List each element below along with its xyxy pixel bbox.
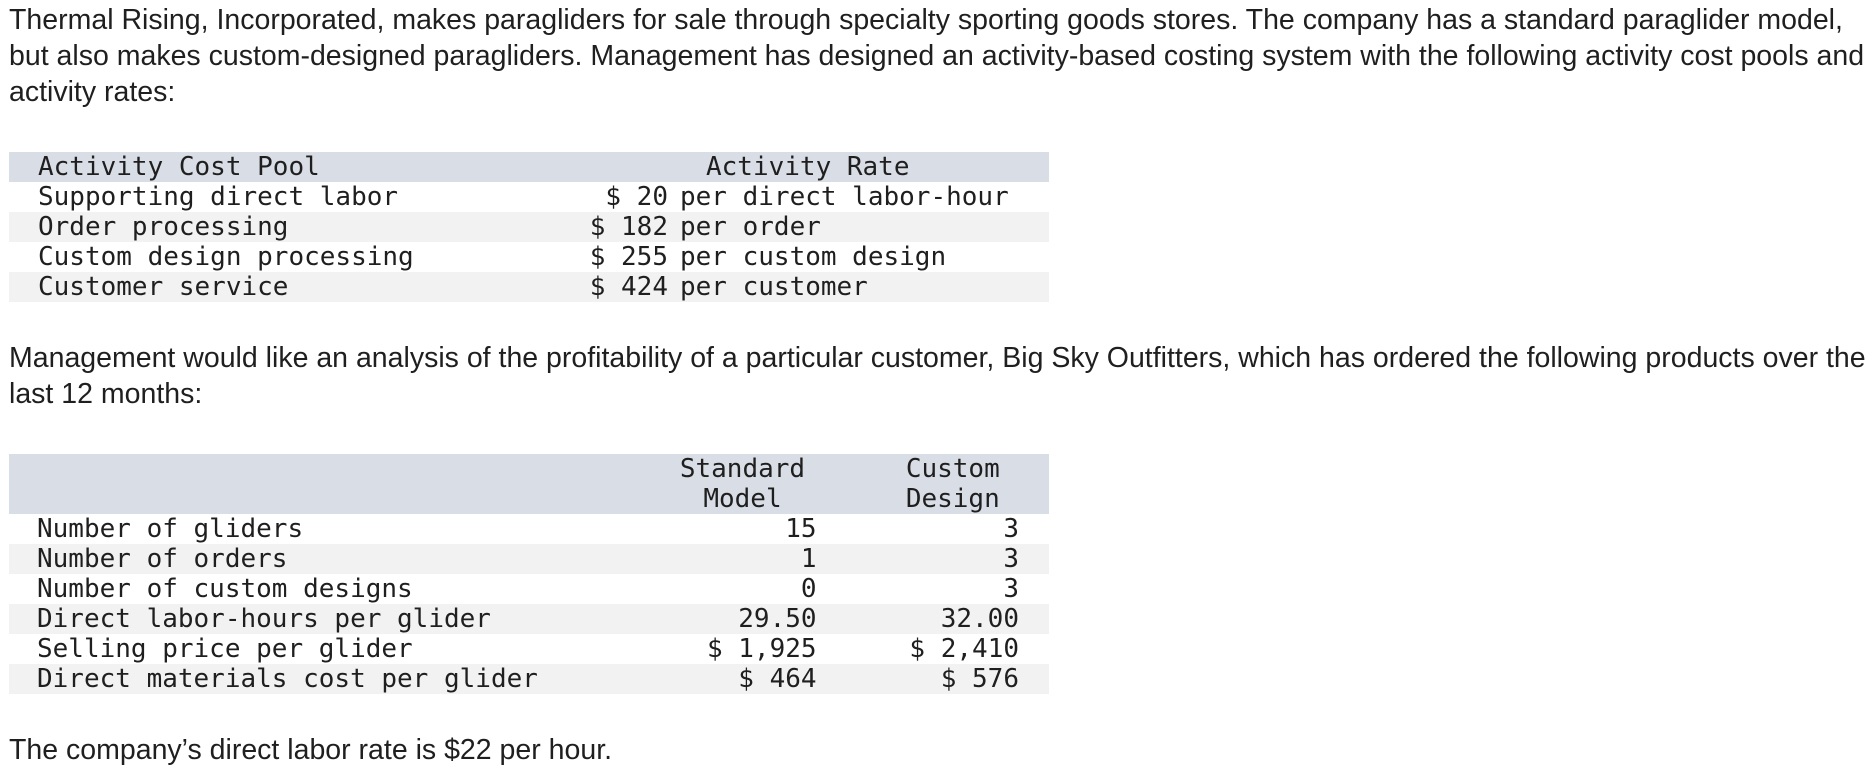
table-row: Custom design processing $ 255 per custo… — [9, 242, 1049, 272]
custom-value: $ 2,410 — [909, 634, 1019, 664]
cost-pool-name: Custom design processing — [38, 242, 414, 272]
header-blank — [9, 454, 590, 514]
intro-paragraph: Thermal Rising, Incorporated, makes para… — [9, 4, 1865, 108]
table-row: Customer service $ 424 per customer — [9, 272, 1049, 302]
table-row: Number of orders 1 3 — [9, 544, 1049, 574]
header-standard-line1: Standard — [679, 454, 806, 484]
table-row: Selling price per glider $ 1,925 $ 2,410 — [9, 634, 1049, 664]
customer-products-table: Standard Model Custom Design Number of gli… — [9, 454, 1049, 694]
activity-rate-unit: per custom design — [680, 242, 947, 272]
activity-rate-unit: per order — [680, 212, 821, 242]
standard-value: 0 — [800, 574, 817, 604]
table-row: Supporting direct labor $ 20 per direct … — [9, 182, 1049, 212]
cost-pool-name: Customer service — [38, 272, 289, 302]
activity-rate-amount: $ 255 — [589, 242, 668, 272]
table-row: Number of custom designs 0 3 — [9, 574, 1049, 604]
cost-pool-name: Supporting direct labor — [38, 182, 399, 212]
table-row: Direct labor-hours per glider 29.50 32.0… — [9, 604, 1049, 634]
custom-value: 3 — [1003, 544, 1019, 574]
custom-value: 3 — [1003, 514, 1019, 544]
cost-pool-name: Order processing — [38, 212, 289, 242]
customer-analysis-paragraph: Management would like an analysis of the… — [9, 342, 1866, 410]
header-custom-design: Custom Design — [817, 454, 1049, 514]
standard-value: $ 1,925 — [706, 634, 817, 664]
standard-value: 1 — [800, 544, 817, 574]
table-header-row: Standard Model Custom Design — [9, 454, 1049, 514]
custom-value: $ 576 — [940, 664, 1019, 694]
custom-value: 3 — [1003, 574, 1019, 604]
header-activity-rate: Activity Rate — [706, 152, 910, 182]
row-label: Direct materials cost per glider — [37, 664, 538, 694]
table-header-row: Activity Cost Pool Activity Rate — [9, 152, 1049, 182]
activity-rate-unit: per direct labor-hour — [680, 182, 1009, 212]
custom-value: 32.00 — [940, 604, 1019, 634]
row-label: Number of custom designs — [37, 574, 413, 604]
row-label: Direct labor-hours per glider — [37, 604, 491, 634]
activity-rate-amount: $ 182 — [589, 212, 668, 242]
header-standard-line2: Model — [703, 484, 782, 514]
table-row: Direct materials cost per glider $ 464 $… — [9, 664, 1049, 694]
standard-value: $ 464 — [738, 664, 817, 694]
header-standard-model: Standard Model — [590, 454, 816, 514]
row-label: Selling price per glider — [37, 634, 413, 664]
labor-rate-note: The company’s direct labor rate is $22 p… — [9, 734, 613, 766]
table-row: Order processing $ 182 per order — [9, 212, 1049, 242]
row-label: Number of orders — [37, 544, 288, 574]
standard-value: 29.50 — [738, 604, 817, 634]
standard-value: 15 — [785, 514, 817, 544]
activity-rate-amount: $ 424 — [589, 272, 668, 302]
row-label: Number of gliders — [37, 514, 304, 544]
activity-rate-amount: $ 20 — [605, 182, 668, 212]
table-row: Number of gliders 15 3 — [9, 514, 1049, 544]
header-custom-line1: Custom — [905, 454, 1000, 484]
activity-rates-table: Activity Cost Pool Activity Rate Support… — [9, 152, 1049, 302]
header-activity-cost-pool: Activity Cost Pool — [38, 152, 320, 182]
header-custom-line2: Design — [905, 484, 1000, 514]
activity-rate-unit: per customer — [680, 272, 868, 302]
